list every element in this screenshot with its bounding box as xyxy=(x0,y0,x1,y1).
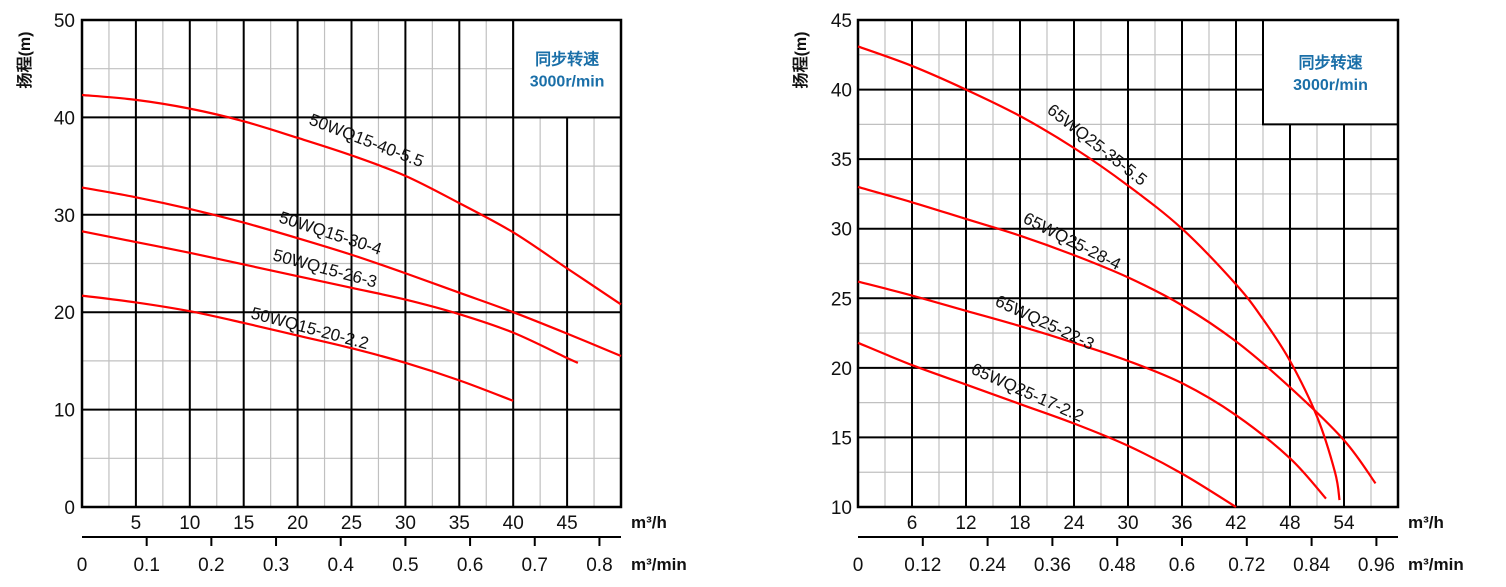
y-tick-label: 45 xyxy=(831,11,852,32)
x-tick-label: 20 xyxy=(287,513,308,534)
chart-2: 同步转速 3000r/min 10 15 20 25 30 35 40 45 扬程(m) 6 12 18 2… xyxy=(791,11,1464,576)
curve-65WQ25-28-4 xyxy=(857,185,1377,484)
x-tick-label: 30 xyxy=(1117,513,1138,534)
y-tick-label: 30 xyxy=(831,220,852,241)
y-axis-title: 扬程(m) xyxy=(791,32,810,89)
secondary-tick-label: 0.7 xyxy=(522,555,548,576)
secondary-tick-label: 0.8 xyxy=(586,555,612,576)
x-tick-label: 18 xyxy=(1009,513,1030,534)
secondary-tick-label: 0.5 xyxy=(392,555,418,576)
y-tick-label: 15 xyxy=(831,428,852,449)
x-tick-label: 30 xyxy=(395,513,416,534)
x-tick-label: 15 xyxy=(233,513,254,534)
x-tick-label: 6 xyxy=(907,513,918,534)
y-tick-label: 20 xyxy=(831,359,852,380)
legend-speed-title: 同步转速 xyxy=(535,50,599,69)
secondary-tick-label: 0.6 xyxy=(1169,555,1195,576)
curve-65WQ25-17-2.2 xyxy=(857,341,1237,508)
chart-1: 同步转速 3000r/min 0 10 20 30 40 50 扬程(m) 5 10 15 20 25 30… xyxy=(15,11,687,576)
secondary-tick-label: 0.48 xyxy=(1099,555,1136,576)
secondary-tick-label: 0.1 xyxy=(133,555,159,576)
x-unit-primary: m³/h xyxy=(1408,513,1444,532)
secondary-tick-label: 0.24 xyxy=(969,555,1006,576)
x-unit-secondary: m³/min xyxy=(631,555,687,574)
y-tick-label: 50 xyxy=(54,11,75,32)
secondary-tick-label: 0.72 xyxy=(1228,555,1265,576)
curve-50WQ15-30-4 xyxy=(81,186,622,358)
y-tick-label: 30 xyxy=(54,206,75,227)
curve-50WQ15-20-2.2 xyxy=(81,294,514,402)
x-tick-label: 48 xyxy=(1279,513,1300,534)
secondary-tick-label: 0.96 xyxy=(1358,555,1395,576)
x-tick-label: 10 xyxy=(179,513,200,534)
x-tick-label: 25 xyxy=(341,513,362,534)
curve-65WQ25-22-3 xyxy=(857,280,1327,500)
secondary-tick-label: 0.3 xyxy=(263,555,289,576)
curve-label: 65WQ25-35-5.5 xyxy=(1044,100,1151,189)
secondary-tick-label: 0 xyxy=(853,555,864,576)
legend-box xyxy=(512,19,623,119)
y-tick-label: 40 xyxy=(54,108,75,129)
y-axis-title: 扬程(m) xyxy=(15,32,34,89)
secondary-tick-label: 0 xyxy=(77,555,88,576)
legend-speed-value: 3000r/min xyxy=(530,74,605,91)
plot-frame xyxy=(856,18,1400,509)
legend-speed-title: 同步转速 xyxy=(1298,53,1362,72)
y-tick-label: 25 xyxy=(831,289,852,310)
plot-frame xyxy=(80,18,623,509)
curve-50WQ15-40-5.5 xyxy=(81,93,622,306)
secondary-tick-label: 0.4 xyxy=(328,555,355,576)
x-tick-label: 42 xyxy=(1225,513,1246,534)
x-tick-label: 36 xyxy=(1171,513,1192,534)
secondary-tick-label: 0.36 xyxy=(1034,555,1071,576)
legend-box xyxy=(1262,19,1399,126)
x-unit-primary: m³/h xyxy=(631,513,667,532)
y-tick-label: 40 xyxy=(831,81,852,102)
y-tick-label: 10 xyxy=(831,498,852,519)
y-tick-label: 20 xyxy=(54,303,75,324)
y-tick-label: 0 xyxy=(64,498,75,519)
x-tick-label: 5 xyxy=(131,513,142,534)
secondary-tick-label: 0.84 xyxy=(1293,555,1330,576)
curve-50WQ15-26-3 xyxy=(81,230,579,364)
y-tick-label: 10 xyxy=(54,401,75,422)
secondary-tick-label: 0.2 xyxy=(198,555,224,576)
x-tick-label: 24 xyxy=(1063,513,1085,534)
y-tick-label: 35 xyxy=(831,150,852,171)
x-tick-label: 45 xyxy=(557,513,578,534)
curve-65WQ25-35-5.5 xyxy=(857,45,1341,501)
legend-speed-value: 3000r/min xyxy=(1293,77,1368,94)
x-tick-label: 40 xyxy=(503,513,524,534)
x-tick-label: 35 xyxy=(449,513,470,534)
secondary-tick-label: 0.6 xyxy=(457,555,483,576)
secondary-tick-label: 0.12 xyxy=(904,555,941,576)
x-tick-label: 54 xyxy=(1333,513,1355,534)
x-unit-secondary: m³/min xyxy=(1408,555,1464,574)
x-tick-label: 12 xyxy=(955,513,976,534)
